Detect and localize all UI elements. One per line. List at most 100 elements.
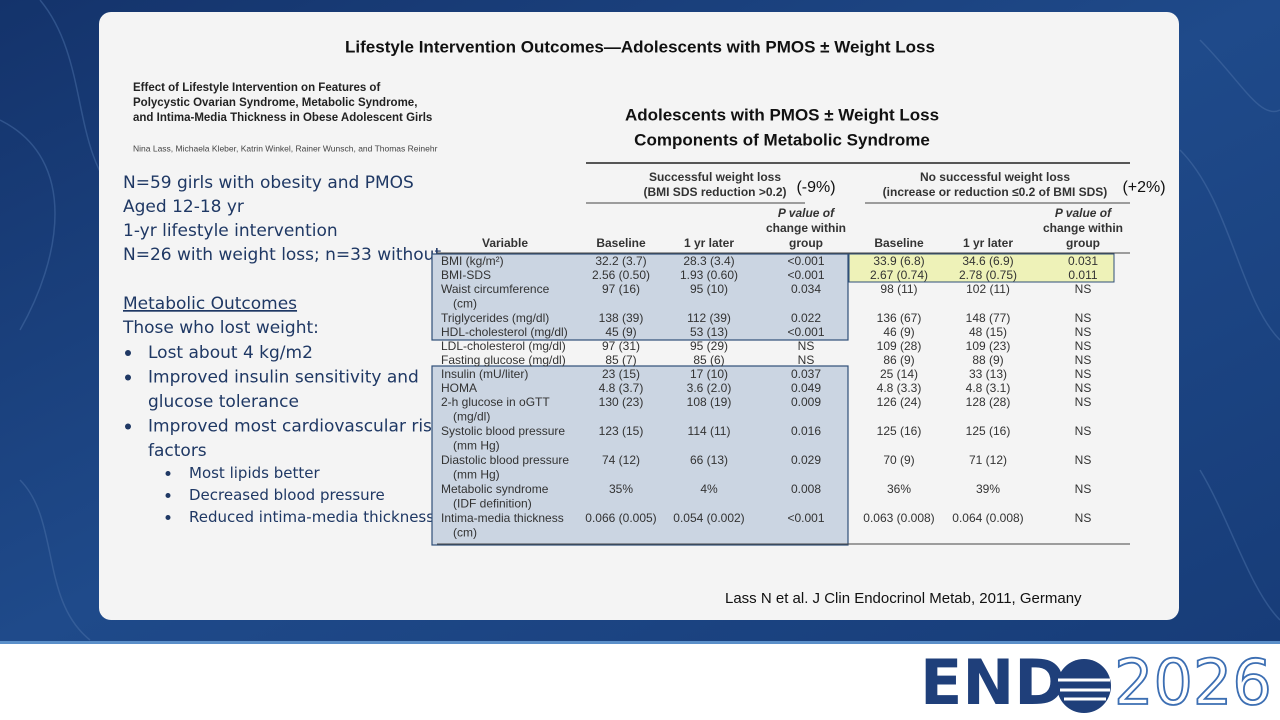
sub-bullet-dot	[165, 471, 171, 476]
cell: 125 (16)	[966, 424, 1011, 438]
footer-rule	[0, 641, 1280, 644]
cell: 36%	[887, 482, 911, 496]
cell: 4%	[700, 482, 718, 496]
cell: 136 (67)	[877, 311, 922, 325]
column-header: change within	[766, 221, 846, 235]
cell: NS	[1075, 339, 1092, 353]
summary-line: N=26 with weight loss; n=33 without	[123, 245, 441, 265]
cell: 74 (12)	[602, 453, 640, 467]
cell: 2.56 (0.50)	[592, 268, 650, 282]
row-label: (mm Hg)	[453, 468, 500, 482]
cell: 114 (11)	[688, 424, 731, 438]
paper-title: Polycystic Ovarian Syndrome, Metabolic S…	[133, 97, 417, 109]
cell: 0.049	[791, 381, 821, 395]
logo: END 2026	[920, 645, 1273, 720]
row-label: Insulin (mU/liter)	[441, 367, 528, 381]
bullet-dot	[125, 374, 131, 381]
cell: 0.031	[1068, 254, 1098, 268]
cell: 109 (28)	[877, 339, 922, 353]
column-header: group	[789, 236, 823, 250]
cell: 0.009	[791, 395, 821, 409]
sub-bullet-dot	[165, 515, 171, 520]
logo-year: 2026	[1114, 646, 1272, 719]
cell: NS	[1075, 395, 1092, 409]
cell: 95 (10)	[690, 282, 728, 296]
cell: NS	[1075, 482, 1092, 496]
cell: 0.054 (0.002)	[673, 511, 744, 525]
logo-circle	[1057, 659, 1111, 713]
row-label: (cm)	[453, 526, 477, 540]
cell: 97 (31)	[602, 339, 640, 353]
column-header: Variable	[482, 236, 528, 250]
paper-title: and Intima-Media Thickness in Obese Adol…	[133, 112, 432, 124]
bullet-text: Lost about 4 kg/m2	[148, 343, 313, 363]
cell: 0.034	[791, 282, 821, 296]
citation: Lass N et al. J Clin Endocrinol Metab, 2…	[725, 590, 1082, 607]
row-label: Intima-media thickness	[441, 511, 564, 525]
cell: 48 (15)	[969, 325, 1007, 339]
cell: 28.3 (3.4)	[683, 254, 734, 268]
cell: NS	[1075, 511, 1092, 525]
cell: <0.001	[787, 254, 824, 268]
cell: 148 (77)	[966, 311, 1011, 325]
row-label: Triglycerides (mg/dl)	[441, 311, 549, 325]
cell: 0.016	[791, 424, 821, 438]
row-label: (mg/dl)	[453, 410, 490, 424]
cell: 0.008	[791, 482, 821, 496]
bullet-text: glucose tolerance	[148, 392, 299, 412]
cell: 138 (39)	[599, 311, 644, 325]
cell: 32.2 (3.7)	[595, 254, 646, 268]
cell: 4.8 (3.7)	[599, 381, 644, 395]
cell: 35%	[609, 482, 633, 496]
cell: 102 (11)	[966, 282, 1010, 296]
column-header: 1 yr later	[963, 236, 1013, 250]
cell: 3.6 (2.0)	[687, 381, 732, 395]
column-header: P value of	[778, 206, 835, 220]
row-label: (IDF definition)	[453, 497, 532, 511]
outcomes-intro: Those who lost weight:	[122, 318, 319, 338]
cell: 4.8 (3.1)	[966, 381, 1011, 395]
cell: <0.001	[787, 325, 824, 339]
cell: NS	[1075, 381, 1092, 395]
logo-stripes	[1058, 678, 1110, 701]
cell: 2.67 (0.74)	[870, 268, 928, 282]
cell: 71 (12)	[969, 453, 1007, 467]
cell: 86 (9)	[883, 353, 914, 367]
row-label: (mm Hg)	[453, 439, 500, 453]
row-label: Systolic blood pressure	[441, 424, 565, 438]
summary-line: N=59 girls with obesity and PMOS	[123, 173, 414, 193]
cell: 88 (9)	[972, 353, 1003, 367]
cell: 1.93 (0.60)	[680, 268, 738, 282]
cell: NS	[1075, 282, 1092, 296]
cell: 70 (9)	[883, 453, 914, 467]
row-label: Waist circumference	[441, 282, 550, 296]
row-label: Metabolic syndrome	[441, 482, 549, 496]
group-change: (-9%)	[796, 179, 835, 196]
sub-bullet-text: Decreased blood pressure	[189, 486, 385, 504]
slide-title: Lifestyle Intervention Outcomes—Adolesce…	[345, 37, 935, 56]
cell: 126 (24)	[877, 395, 922, 409]
group-change: (+2%)	[1122, 179, 1165, 196]
cell: 0.022	[791, 311, 821, 325]
bullet-text: factors	[148, 441, 207, 461]
column-header: group	[1066, 236, 1100, 250]
cell: 33 (13)	[969, 367, 1007, 381]
row-label: BMI (kg/m²)	[441, 254, 504, 268]
cell: NS	[1075, 325, 1092, 339]
column-header: Baseline	[874, 236, 924, 250]
cell: 125 (16)	[877, 424, 922, 438]
cell: 112 (39)	[687, 311, 731, 325]
group-header: (increase or reduction ≤0.2 of BMI SDS)	[883, 185, 1108, 199]
cell: 95 (29)	[690, 339, 728, 353]
highlight-box	[431, 365, 849, 546]
cell: NS	[1075, 353, 1092, 367]
cell: NS	[1075, 453, 1092, 467]
group-header: (BMI SDS reduction >0.2)	[643, 185, 786, 199]
cell: 23 (15)	[602, 367, 640, 381]
table-title: Adolescents with PMOS ± Weight Loss	[625, 105, 939, 124]
cell: <0.001	[787, 268, 824, 282]
network-pattern	[0, 0, 1280, 641]
cell: NS	[1075, 424, 1092, 438]
cell: 98 (11)	[880, 282, 917, 296]
